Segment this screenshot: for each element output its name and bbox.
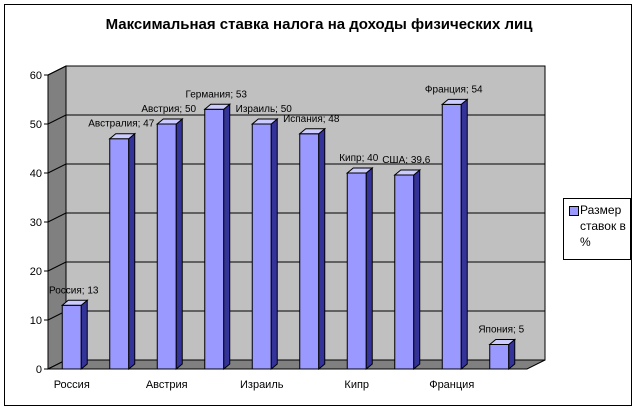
bar bbox=[251, 123, 272, 370]
bar bbox=[61, 304, 82, 370]
bar bbox=[394, 174, 415, 370]
x-tick-label: Франция bbox=[429, 379, 474, 391]
y-tick-label: 30 bbox=[30, 217, 42, 229]
x-tick-label: Кипр bbox=[344, 379, 369, 391]
gridline-side bbox=[47, 163, 67, 174]
y-tick-label: 40 bbox=[30, 168, 42, 180]
gridline-side bbox=[47, 114, 67, 125]
bar-top bbox=[155, 118, 184, 125]
bar-top bbox=[60, 299, 89, 306]
x-tick-label: Австрия bbox=[146, 379, 188, 391]
chart-title: Максимальная ставка налога на доходы физ… bbox=[105, 16, 533, 33]
y-tick-label: 0 bbox=[36, 364, 42, 376]
bar bbox=[299, 133, 320, 370]
bar-side bbox=[128, 132, 136, 371]
y-tick-label: 50 bbox=[30, 119, 42, 131]
bar-top bbox=[440, 98, 469, 105]
legend: Размер ставок в % bbox=[563, 198, 631, 260]
bar-side bbox=[223, 103, 231, 371]
bar-side bbox=[460, 98, 468, 371]
bar-top bbox=[393, 169, 422, 176]
bar bbox=[156, 123, 177, 370]
bar-side bbox=[270, 117, 278, 371]
data-label: Япония; 5 bbox=[478, 325, 524, 336]
gridline-side bbox=[47, 65, 67, 76]
legend-label: Размер ставок в % bbox=[580, 203, 626, 249]
gridline-side bbox=[47, 261, 67, 272]
bar-side bbox=[365, 166, 373, 371]
data-label: Германия; 53 bbox=[185, 89, 247, 100]
x-tick-label: Россия bbox=[54, 379, 90, 391]
bar-side bbox=[318, 127, 326, 371]
data-label: Израиль; 50 bbox=[236, 104, 293, 115]
bar bbox=[489, 344, 510, 370]
data-label: Австрия; 50 bbox=[141, 104, 196, 115]
bar-top bbox=[250, 118, 279, 125]
y-tick-label: 20 bbox=[30, 266, 42, 278]
bar-side bbox=[175, 117, 183, 371]
bar bbox=[346, 172, 367, 370]
bar-top bbox=[108, 133, 137, 140]
gridline-side bbox=[47, 212, 67, 223]
data-label: Кипр; 40 bbox=[339, 153, 379, 164]
y-tick-label: 10 bbox=[30, 315, 42, 327]
bar-side bbox=[80, 299, 88, 371]
bar-top bbox=[203, 103, 232, 110]
bar-side bbox=[413, 168, 421, 371]
bar bbox=[441, 103, 462, 370]
x-tick-label: Израиль bbox=[240, 379, 284, 391]
bar-top bbox=[488, 339, 517, 345]
data-label: Испания; 48 bbox=[283, 114, 340, 125]
bar-top bbox=[345, 167, 374, 174]
bar-top bbox=[298, 128, 327, 135]
data-label: Россия; 13 bbox=[49, 285, 99, 296]
bar bbox=[204, 108, 225, 370]
data-label: Австралия; 47 bbox=[88, 119, 155, 130]
legend-swatch bbox=[569, 206, 579, 216]
y-tick-label: 60 bbox=[30, 70, 42, 82]
data-label: Франция; 54 bbox=[425, 84, 483, 95]
bar bbox=[109, 138, 130, 370]
data-label: США; 39,6 bbox=[382, 155, 431, 166]
